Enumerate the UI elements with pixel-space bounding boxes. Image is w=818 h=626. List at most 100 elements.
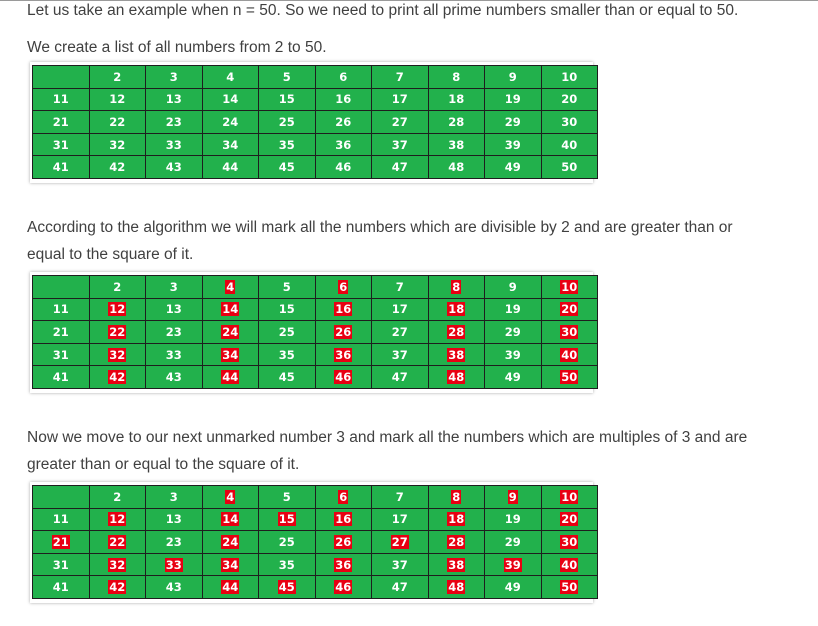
number: 39 (504, 137, 521, 152)
number-cell: 29 (484, 530, 542, 554)
number: 48 (448, 160, 465, 175)
number-cell: 33 (145, 552, 203, 577)
number-cell: 26 (314, 110, 372, 134)
marked-number: 50 (560, 370, 579, 385)
number-cell: 25 (258, 110, 316, 134)
number: 31 (52, 557, 69, 572)
number-cell: 3 (145, 65, 203, 89)
number-cell: 32 (88, 552, 146, 577)
number-cell: 44 (201, 365, 259, 389)
number: 17 (391, 92, 408, 107)
number: 3 (169, 279, 178, 294)
marked-number: 48 (447, 370, 466, 385)
table-row: 41 42 43 44 45 46 47 48 49 50 (32, 575, 598, 599)
number-cell: 21 (32, 530, 90, 554)
table-row: 21 22 23 24 25 26 27 28 29 30 (32, 110, 598, 134)
marked-number: 34 (221, 557, 240, 572)
number: 49 (504, 580, 521, 595)
number-cell: 12 (88, 297, 146, 322)
number: 13 (165, 92, 182, 107)
marked-number: 14 (221, 512, 240, 527)
number-cell: 12 (88, 507, 146, 532)
marked-number: 27 (390, 534, 409, 549)
number-cell: 25 (258, 530, 316, 554)
marked-number: 14 (221, 302, 240, 317)
number-cell: 10 (540, 275, 598, 299)
number-cell: 42 (88, 365, 146, 389)
number: 22 (109, 114, 126, 129)
number-cell: 37 (371, 342, 429, 367)
number: 40 (561, 137, 578, 152)
number-cell: 12 (88, 87, 146, 112)
number-cell: 10 (540, 485, 598, 509)
number: 7 (395, 69, 404, 84)
marked-number: 6 (338, 489, 349, 504)
number-cell: 43 (145, 365, 203, 389)
number: 6 (339, 69, 348, 84)
number-cell: 34 (201, 132, 259, 157)
number: 10 (561, 69, 578, 84)
marked-number: 34 (221, 347, 240, 362)
marked-number: 26 (334, 534, 353, 549)
marked-number: 18 (447, 302, 466, 317)
number: 28 (448, 114, 465, 129)
number-cell: 26 (314, 320, 372, 344)
number-cell: 31 (32, 342, 90, 367)
marked-number: 21 (51, 534, 70, 549)
number-cell: 21 (32, 110, 90, 134)
number-cell: 30 (540, 530, 598, 554)
number-cell: 36 (314, 132, 372, 157)
number-cell: 15 (258, 507, 316, 532)
number-cell: 17 (371, 87, 429, 112)
number: 17 (391, 512, 408, 527)
number-cell: 28 (427, 320, 485, 344)
number-cell (32, 275, 90, 299)
number-cell: 27 (371, 320, 429, 344)
number: 5 (282, 489, 291, 504)
table-row: 21 22 23 24 25 26 27 28 29 30 (32, 530, 598, 554)
multiples-of-3-table-container: 2 3 4 5 6 7 8 9 10 11 12 13 14 15 16 17 18 19 20 21 22 23 24 25… (30, 482, 598, 603)
number-cell: 13 (145, 507, 203, 532)
number-cell: 50 (540, 365, 598, 389)
number-cell: 30 (540, 320, 598, 344)
number-cell: 3 (145, 275, 203, 299)
number: 37 (391, 347, 408, 362)
marked-number: 8 (451, 489, 462, 504)
number-cell: 48 (427, 155, 485, 179)
number-cell: 35 (258, 342, 316, 367)
number: 2 (113, 489, 122, 504)
table-row: 11 12 13 14 15 16 17 18 19 20 (32, 507, 598, 532)
number-cell: 2 (88, 65, 146, 89)
number-cell: 31 (32, 132, 90, 157)
step-two-paragraph-line1: According to the algorithm we will mark … (27, 219, 733, 236)
number: 33 (165, 137, 182, 152)
marked-number: 40 (560, 557, 579, 572)
number-cell: 2 (88, 275, 146, 299)
number-cell: 50 (540, 575, 598, 599)
number-cell: 33 (145, 342, 203, 367)
number-cell: 32 (88, 342, 146, 367)
number: 12 (109, 92, 126, 107)
number-cell: 38 (427, 552, 485, 577)
number: 34 (222, 137, 239, 152)
list-paragraph: We create a list of all numbers from 2 t… (27, 39, 327, 56)
number: 16 (335, 92, 352, 107)
number-cell: 40 (540, 342, 598, 367)
number-cell: 8 (427, 275, 485, 299)
number: 29 (504, 114, 521, 129)
number-cell: 38 (427, 342, 485, 367)
marked-number: 16 (334, 512, 353, 527)
number-cell: 44 (201, 155, 259, 179)
number-cell: 34 (201, 552, 259, 577)
number: 43 (165, 160, 182, 175)
multiples-of-2-table: 2 3 4 5 6 7 8 9 10 11 12 13 14 15 16 17 18 19 20 21 22 23 24 25… (32, 275, 598, 389)
marked-number: 28 (447, 534, 466, 549)
number: 5 (282, 279, 291, 294)
number-cell: 42 (88, 155, 146, 179)
number-cell: 39 (484, 342, 542, 367)
number-cell: 14 (201, 297, 259, 322)
number: 45 (278, 370, 295, 385)
table-row: 2 3 4 5 6 7 8 9 10 (32, 275, 598, 299)
marked-number: 22 (108, 534, 127, 549)
number: 11 (52, 512, 69, 527)
